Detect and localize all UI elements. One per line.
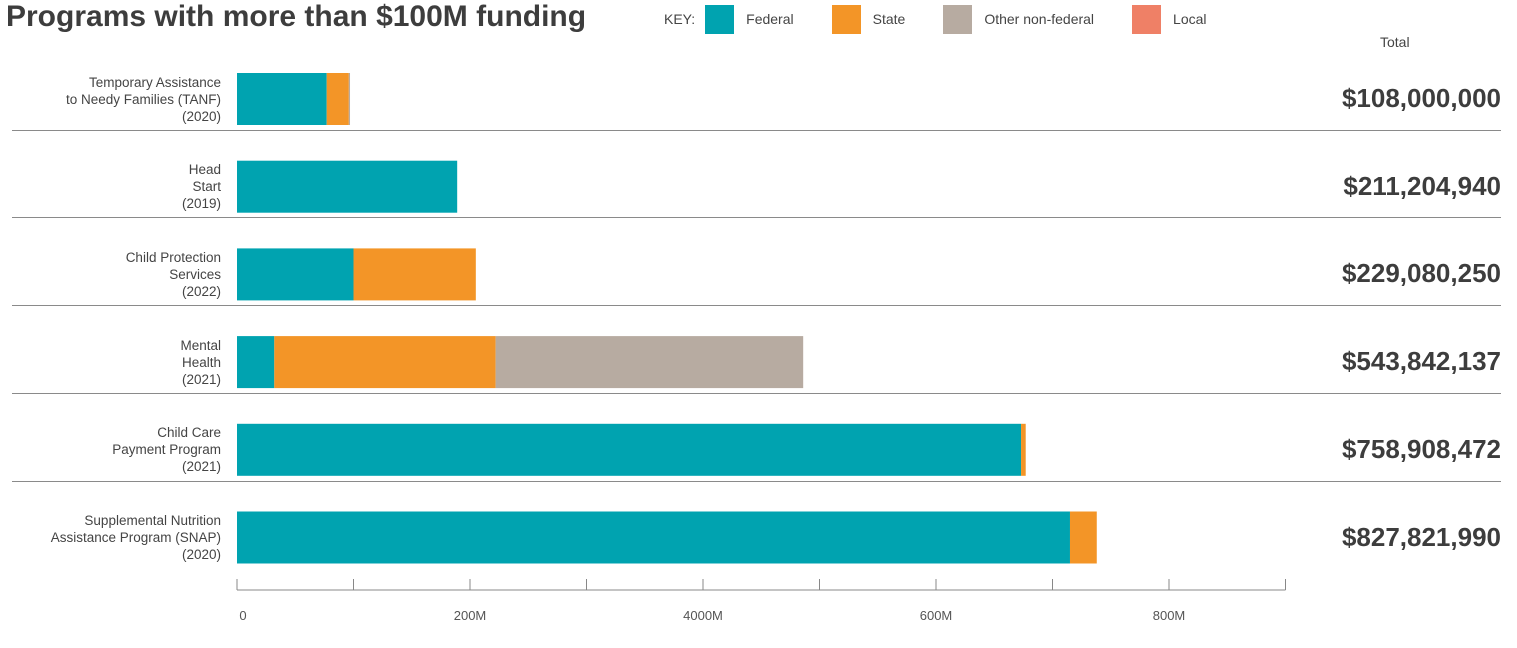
x-tick-label: 800M xyxy=(1153,608,1186,623)
bar-segment-federal xyxy=(237,423,1022,476)
legend-label-local: Local xyxy=(1173,11,1207,27)
legend-label-state: State xyxy=(872,11,906,27)
row-total: $108,000,000 xyxy=(1341,83,1501,113)
category-label-line: Temporary Assistance xyxy=(88,74,221,90)
category-label: Child Protection Services (2022) xyxy=(0,249,221,300)
bar-segment-state xyxy=(1069,511,1097,564)
category-label-line: (2020) xyxy=(181,108,221,124)
legend-item-federal: Federal xyxy=(705,4,831,34)
category-label-line: (2021) xyxy=(181,459,221,475)
row-separator xyxy=(12,305,1501,307)
bar-segment-state xyxy=(1021,423,1026,476)
category-label-line: Assistance Program (SNAP) xyxy=(50,530,221,545)
bar-segment-state xyxy=(353,248,476,301)
row-separator xyxy=(12,217,1501,219)
x-tick-label: 600M xyxy=(920,608,953,623)
row-separator xyxy=(12,480,1501,482)
legend-item-local: Local xyxy=(1132,4,1244,34)
x-tick-label: 200M xyxy=(454,608,487,623)
category-label-line: Health xyxy=(181,354,221,370)
row-total: $827,821,990 xyxy=(1341,521,1501,552)
bar-segment-federal xyxy=(237,248,354,301)
row-separator xyxy=(12,392,1501,394)
category-label-line: Child Protection xyxy=(125,249,221,265)
category-label-line: Supplemental Nutrition xyxy=(84,513,221,528)
legend-item-state: State xyxy=(831,4,944,34)
total-column-header: Total xyxy=(1380,34,1410,50)
category-label-line: (2021) xyxy=(181,371,221,387)
legend-swatch-other-non-federal xyxy=(943,4,973,34)
row-total: $543,842,137 xyxy=(1341,346,1501,377)
bar-segment-state xyxy=(326,73,349,125)
legend-item-other-non-federal: Other non-federal xyxy=(943,4,1132,34)
category-label-line: Services xyxy=(169,266,221,282)
category-label-line: Head xyxy=(188,162,221,178)
category-label: Temporary Assistance to Needy Families (T… xyxy=(0,74,221,125)
legend-key-label: KEY: xyxy=(664,11,696,27)
category-label: Child Care Payment Program (2021) xyxy=(0,424,221,475)
category-label-line: (2020) xyxy=(181,547,221,562)
bar-segment-federal xyxy=(237,336,275,389)
legend-label-other-non-federal: Other non-federal xyxy=(984,11,1095,27)
category-label: Supplemental Nutrition Assistance Program… xyxy=(0,512,221,563)
category-label-line: Start xyxy=(192,179,221,195)
bar-segment-federal xyxy=(237,511,1070,564)
category-label-line: (2019) xyxy=(181,196,221,212)
row-total: $229,080,250 xyxy=(1341,258,1501,289)
x-tick-label: 4000M xyxy=(683,608,723,623)
row-separator xyxy=(12,129,1501,131)
bar-segment-state xyxy=(274,336,496,389)
bar-segment-federal xyxy=(237,160,458,213)
row-total: $211,204,940 xyxy=(1343,170,1501,201)
bar-segment-other-non-federal xyxy=(495,336,804,389)
category-label-line: (2022) xyxy=(181,283,221,299)
category-label-line: to Needy Families (TANF) xyxy=(65,91,221,107)
category-label-line: Mental xyxy=(180,337,221,353)
chart-title: Programs with more than $100M funding xyxy=(6,0,587,33)
category-label: Mental Health (2021) xyxy=(0,337,221,388)
x-tick-label: 0 xyxy=(239,608,246,623)
category-label-line: Child Care xyxy=(157,425,221,441)
category-label: Head Start (2019) xyxy=(0,161,221,212)
bar-segment-federal xyxy=(237,73,327,125)
legend-swatch-local xyxy=(1132,4,1162,34)
bar-segment-other-non-federal xyxy=(348,73,351,125)
legend-swatch-federal xyxy=(705,4,735,34)
legend-label-federal: Federal xyxy=(746,11,794,27)
legend: KEY: Federal State Other non-federal Loc… xyxy=(664,4,1245,34)
legend-swatch-state xyxy=(831,4,861,34)
category-label-line: Payment Program xyxy=(112,442,221,458)
row-total: $758,908,472 xyxy=(1341,433,1501,464)
